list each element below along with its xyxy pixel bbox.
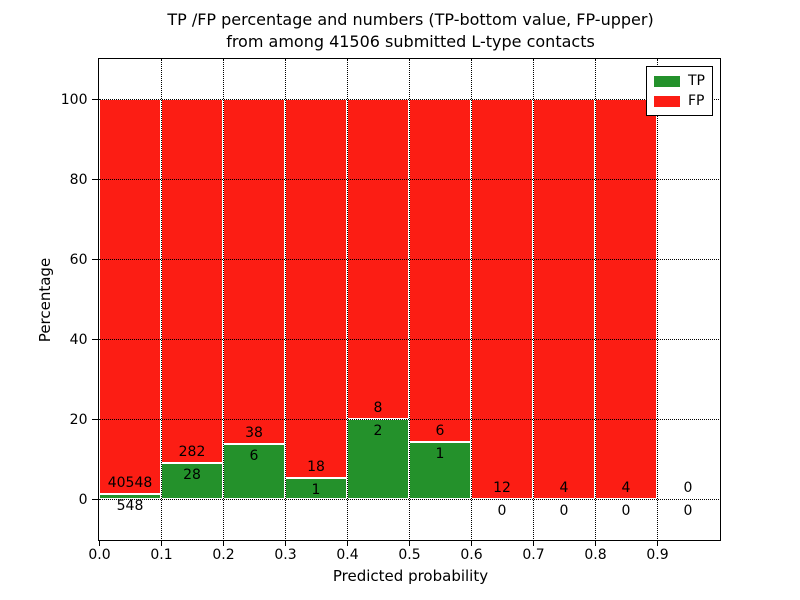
y-tick-label: 0 [78,491,88,508]
y-tick-mark [92,98,98,101]
fp-bar-segment [223,99,285,445]
tp-count-label: 28 [183,466,201,483]
y-tick-mark [92,498,98,501]
bar-count-labels-layer: 40548 548 282 28 38 6 18 1 8 2 6 1 12 0 4 0 4 0 0 0 [99,59,719,539]
x-gridline [222,59,224,539]
x-gridline [408,59,410,539]
x-tick-label: 0.5 [398,546,421,563]
x-tick-label: 0.7 [522,546,545,563]
legend: TP FP [646,66,713,116]
x-gridline [284,59,286,539]
x-tick-mark [594,541,597,546]
tp-count-label: 548 [116,497,144,514]
plot-area: 40548 548 282 28 38 6 18 1 8 2 6 1 12 0 4 0 4 0 0 0 TP FP [98,58,721,541]
x-tick-mark [656,541,659,546]
y-tick-mark [92,178,98,181]
fp-count-label: 38 [245,425,263,442]
x-tick-label: 0.2 [212,546,235,563]
x-gridline [656,59,658,539]
x-gridline [594,59,596,539]
legend-item-fp: FP [654,91,705,111]
tp-legend-swatch [654,75,680,87]
x-tick-label: 0.9 [646,546,669,563]
tp-count-label: 0 [683,503,693,519]
fp-count-label: 12 [493,480,511,496]
x-gridline [160,59,162,539]
tp-count-label: 2 [373,423,383,439]
fp-count-label: 6 [435,422,445,439]
fp-count-label: 4 [621,480,631,496]
chart-title: TP /FP percentage and numbers (TP-bottom… [99,9,722,53]
legend-item-tp: TP [654,71,705,91]
tp-count-label: 0 [559,503,569,519]
x-gridline [346,59,348,539]
fp-count-label: 4 [559,480,569,496]
tp-count-label: 0 [497,503,507,519]
y-tick-label: 40 [69,331,88,348]
y-tick-label: 80 [69,171,88,188]
x-tick-label: 0.3 [274,546,297,563]
y-tick-mark [92,418,98,421]
x-gridline [532,59,534,539]
y-tick-mark [92,258,98,261]
x-tick-mark [408,541,411,546]
y-tick-mark [92,338,98,341]
tp-count-label: 0 [621,503,631,519]
fp-bar-segment [533,99,595,499]
fp-legend-swatch [654,95,680,107]
fp-count-label: 8 [373,400,383,416]
tp-count-label: 1 [435,445,445,462]
x-tick-mark [532,541,535,546]
fp-count-label: 18 [307,458,325,475]
fp-legend-label: FP [688,93,705,109]
x-tick-mark [470,541,473,546]
x-tick-label: 0.6 [460,546,483,563]
x-tick-mark [222,541,225,546]
x-tick-label: 0.4 [336,546,359,563]
x-tick-mark [98,541,101,546]
y-tick-label: 60 [69,251,88,268]
y-axis-label: Percentage [36,257,54,343]
fp-count-label: 40548 [107,474,153,491]
tp-bar-segment [161,462,223,499]
x-tick-label: 0.1 [150,546,173,563]
tp-count-label: 6 [249,448,259,465]
x-gridline [470,59,472,539]
x-tick-mark [160,541,163,546]
x-axis-label: Predicted probability [332,567,489,585]
fp-count-label: 282 [178,443,206,460]
x-tick-mark [284,541,287,546]
x-tick-mark [346,541,349,546]
fp-count-label: 0 [683,480,693,496]
tp-bar-segment [347,419,409,499]
chart-title-line1: TP /FP percentage and numbers (TP-bottom… [167,10,654,29]
y-tick-label: 20 [69,411,88,428]
x-tick-label: 0.0 [88,546,111,563]
tp-legend-label: TP [688,73,705,89]
x-tick-label: 0.8 [584,546,607,563]
fp-bar-segment [285,99,347,478]
grid-layer [99,59,719,539]
fp-bar-segment [471,99,533,499]
tp-count-label: 1 [311,481,321,498]
y-tick-label: 100 [60,91,88,108]
chart-title-line2: from among 41506 submitted L-type contac… [226,32,595,51]
